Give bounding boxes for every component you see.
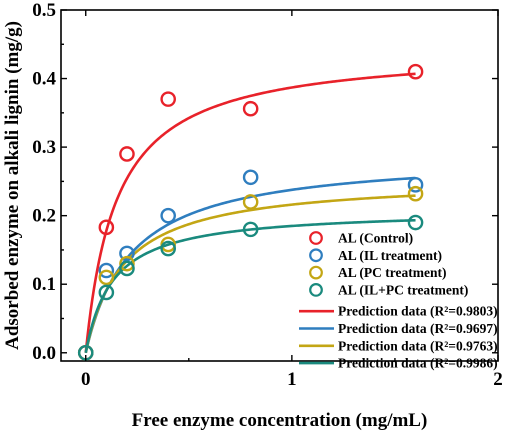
x-tick-label: 2	[493, 369, 503, 390]
legend-label: Prediction data (R²=0.9697)	[338, 321, 498, 336]
x-tick-label: 0	[81, 369, 91, 390]
legend-marker	[309, 231, 323, 245]
data-point	[407, 177, 424, 193]
legend: AL (Control) AL (IL treatment) AL (PC trea…	[299, 231, 498, 371]
data-point	[98, 284, 115, 301]
data-point	[160, 91, 176, 107]
y-tick-label: 0.4	[32, 69, 56, 90]
legend-label: AL (IL treatment)	[338, 248, 442, 263]
y-tick-label: 0.5	[32, 0, 56, 21]
data-point	[242, 100, 259, 117]
legend-label: AL (Control)	[338, 231, 413, 246]
fit-line	[84, 72, 416, 353]
data-point	[119, 260, 135, 277]
data-point	[98, 262, 115, 279]
legend-marker	[309, 248, 323, 263]
x-axis-title: Free enzyme concentration (mg/mL)	[132, 410, 428, 431]
x-axis: 0 1 2	[81, 10, 503, 390]
fit-line	[84, 194, 416, 354]
x-tick-label: 1	[287, 369, 297, 390]
legend-label: AL (IL+PC treatment)	[338, 282, 468, 297]
legend-marker	[309, 283, 323, 297]
data-point	[160, 207, 176, 224]
data-point	[407, 214, 424, 231]
legend-label: Prediction data (R²=0.9803)	[338, 304, 498, 319]
legend-label: AL (PC treatment)	[338, 265, 446, 280]
data-point	[160, 240, 176, 257]
data-point	[119, 146, 135, 162]
data-point	[98, 219, 115, 236]
data-point	[407, 63, 424, 80]
legend-label: Prediction data (R²=0.9986)	[338, 356, 498, 371]
data-point	[242, 221, 259, 238]
plot-border	[60, 9, 499, 362]
data-point	[242, 194, 259, 210]
data-point	[407, 185, 424, 202]
data-point	[242, 169, 259, 186]
data-point	[119, 255, 135, 272]
legend-label: Prediction data (R²=0.9763)	[338, 338, 498, 353]
y-tick-label: 0.0	[32, 343, 56, 364]
fit-line	[84, 176, 416, 354]
fit-lines	[84, 72, 416, 354]
y-tick-label: 0.1	[32, 274, 56, 295]
y-tick-label: 0.2	[32, 206, 56, 227]
fit-line	[84, 218, 416, 354]
data-point	[119, 245, 135, 262]
data-point	[98, 269, 115, 286]
y-axis-title: Adsorbed enzyme on alkali lignin (mg/g)	[2, 21, 23, 350]
y-tick-label: 0.3	[32, 137, 56, 158]
legend-marker	[309, 265, 323, 280]
plot-frame	[60, 9, 499, 362]
y-axis: 0.0 0.1 0.2 0.3 0.4 0.5	[32, 0, 498, 364]
